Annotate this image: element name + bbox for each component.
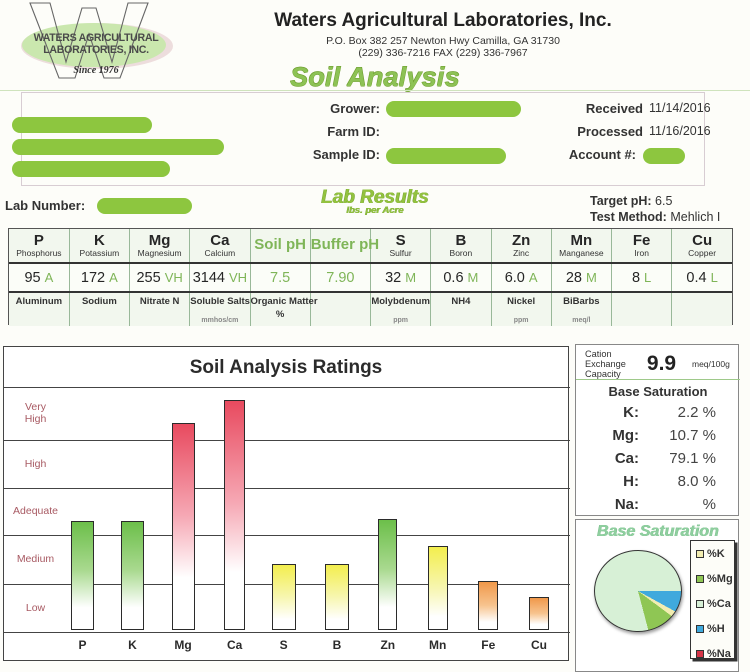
svg-text:LABORATORIES, INC.: LABORATORIES, INC. bbox=[43, 44, 149, 56]
svg-text:WATERS AGRICULTURAL: WATERS AGRICULTURAL bbox=[34, 32, 160, 44]
